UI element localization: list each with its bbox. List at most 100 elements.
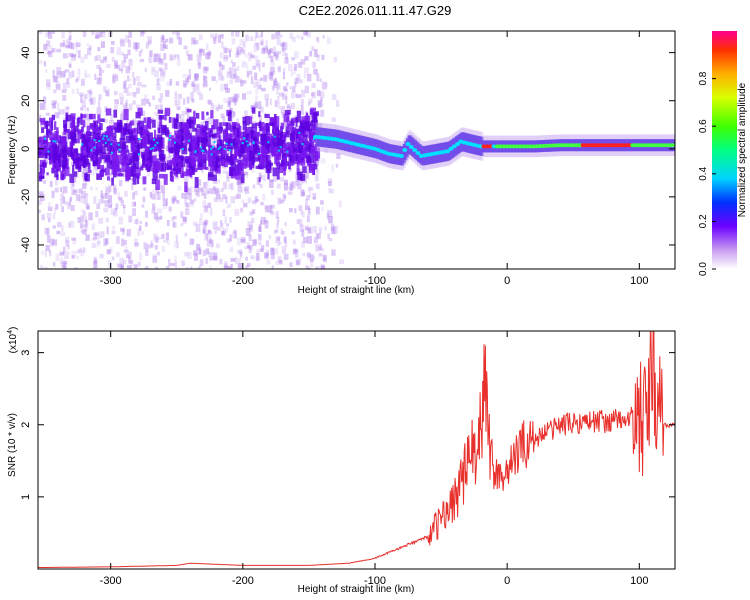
heatmap-cell	[123, 169, 126, 178]
heatmap-cell	[60, 137, 67, 147]
heatmap-cell	[241, 61, 247, 68]
heatmap-cell	[203, 76, 208, 83]
heatmap-cell	[214, 133, 221, 139]
heatmap-cell	[305, 154, 310, 163]
heatmap-cell	[305, 198, 308, 207]
heatmap-cell	[153, 212, 159, 220]
x-tick-label: -300	[100, 575, 122, 587]
heatmap-cell	[83, 247, 86, 254]
heatmap-cell	[272, 122, 275, 134]
heatmap-cell	[311, 46, 315, 51]
heatmap-cell	[56, 48, 61, 53]
heatmap-cell	[71, 255, 75, 259]
heatmap-cell	[240, 236, 246, 244]
heatmap-cell	[107, 248, 112, 255]
heatmap-cell	[152, 95, 155, 100]
heatmap-cell	[126, 118, 129, 125]
heatmap-cell	[241, 162, 247, 169]
heatmap-cell	[170, 168, 177, 175]
heatmap-cell	[338, 259, 344, 264]
heatmap-cell	[317, 100, 322, 108]
heatmap-cell	[137, 144, 140, 155]
heatmap-cell	[123, 58, 127, 63]
heatmap-cell	[217, 147, 220, 150]
heatmap-cell	[104, 167, 110, 176]
heatmap-cell	[283, 182, 289, 191]
heatmap-cell	[41, 123, 46, 129]
heatmap-cell	[70, 161, 75, 166]
heatmap-cell	[71, 237, 76, 241]
heatmap-cell	[174, 119, 179, 130]
heatmap-cell	[186, 96, 190, 104]
heatmap-cell	[230, 150, 233, 161]
heatmap-cell	[181, 260, 185, 267]
heatmap-cell	[308, 98, 313, 104]
heatmap-cell	[269, 67, 275, 73]
heatmap-cell	[39, 102, 45, 110]
heatmap-cell	[191, 99, 195, 103]
heatmap-cell	[102, 56, 107, 60]
heatmap-cell	[114, 155, 119, 165]
heatmap-cell	[276, 223, 279, 229]
heatmap-cell	[325, 82, 328, 88]
heatmap-cell	[125, 153, 129, 160]
heatmap-cell	[191, 81, 195, 87]
x-tick-label: -300	[100, 275, 122, 287]
heatmap-cell	[232, 129, 237, 138]
heatmap-cell	[261, 47, 266, 55]
heatmap-cell	[270, 204, 276, 209]
heatmap-cell	[303, 31, 308, 36]
heatmap-cell	[223, 54, 229, 60]
heatmap-cell	[251, 209, 256, 214]
heatmap-cell	[295, 116, 298, 127]
heatmap-cell	[98, 94, 102, 101]
heatmap-cell	[126, 163, 130, 169]
heatmap-cell	[139, 117, 142, 123]
heatmap-cell	[249, 211, 254, 216]
heatmap-cell	[292, 239, 296, 245]
heatmap-cell	[178, 37, 182, 45]
heatmap-cell	[104, 149, 109, 155]
heatmap-cell	[119, 38, 125, 47]
heatmap-cell	[145, 42, 149, 49]
heatmap-cell	[267, 169, 270, 180]
heatmap-cell	[274, 229, 279, 233]
heatmap-cell	[161, 35, 165, 41]
heatmap-cell	[81, 99, 86, 108]
heatmap-cell	[89, 123, 96, 130]
heatmap-cell	[257, 152, 260, 155]
heatmap-cell	[157, 109, 163, 114]
heatmap-cell	[248, 132, 253, 143]
heatmap-cell	[189, 162, 196, 175]
heatmap-cell	[233, 93, 239, 102]
heatmap-cell	[75, 78, 78, 83]
heatmap-cell	[96, 143, 99, 155]
heatmap-cell	[283, 86, 288, 91]
heatmap-cell	[114, 139, 118, 147]
heatmap-cell	[199, 93, 204, 100]
heatmap-cell	[158, 181, 162, 190]
heatmap-cell	[176, 60, 181, 66]
heatmap-cell	[280, 43, 285, 47]
heatmap-cell	[287, 123, 294, 132]
heatmap-cell	[72, 238, 77, 245]
heatmap-cell	[205, 68, 208, 74]
heatmap-cell	[226, 266, 231, 269]
heatmap-cell	[228, 149, 231, 152]
heatmap-cell	[80, 114, 87, 119]
heatmap-cell	[152, 170, 158, 180]
heatmap-cell	[76, 249, 81, 254]
heatmap-cell	[100, 195, 105, 200]
heatmap-cell	[178, 157, 181, 162]
heatmap-cell	[145, 157, 150, 168]
heatmap-cell	[82, 178, 85, 182]
heatmap-cell	[199, 34, 203, 40]
heatmap-cell	[266, 249, 269, 256]
heatmap-cell	[237, 149, 243, 157]
heatmap-cell	[280, 163, 286, 167]
heatmap-cell	[298, 157, 302, 165]
heatmap-cell	[49, 180, 53, 188]
heatmap-cell	[304, 85, 309, 94]
heatmap-cell	[259, 106, 264, 113]
heatmap-cell	[48, 249, 51, 253]
